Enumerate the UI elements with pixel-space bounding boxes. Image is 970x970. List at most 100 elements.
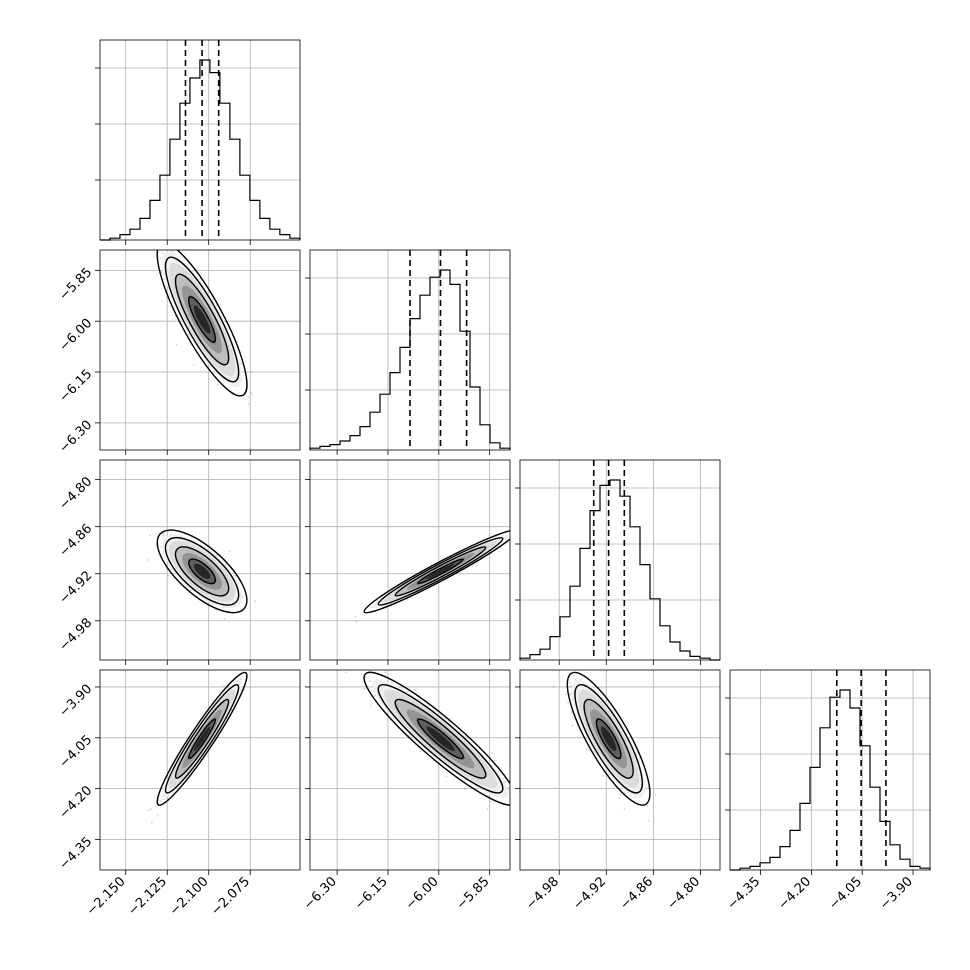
tick-labels: −2.150−2.125−2.100−2.075 −6.30 −6.15 −6.00−… [57,265,916,919]
panel-frame [309,459,511,661]
contour-line [574,684,643,794]
scatter-point [167,531,170,533]
scatter-point [160,546,163,549]
contour-line [156,671,248,806]
panel-content [147,529,257,620]
scatter-point [241,595,244,598]
panel-frame [309,669,511,871]
x-tick-label: −4.20 [775,874,814,913]
scatter-point [374,694,376,697]
contour-line [164,537,240,606]
scatter-point [160,244,162,246]
scatter-point [493,759,496,762]
scatter-point [521,524,523,526]
scatter-panel-2-4 [305,668,515,875]
scatter-point [602,774,604,777]
scatter-point [572,675,575,678]
scatter-panel-1-3 [95,459,301,665]
scatter-point [580,678,583,681]
x-tick-label: −4.86 [617,874,656,913]
contour-line [174,273,230,366]
contour-line [363,529,510,614]
scatter-point [354,615,357,618]
scatter-point [171,250,173,253]
y-tick-label: −4.86 [57,521,96,560]
x-tick-label: −4.92 [570,874,609,913]
scatter-point [251,371,253,373]
scatter-point [510,532,512,534]
histogram-step [100,59,301,241]
scatter-point [150,821,153,824]
x-tick-label: −5.85 [454,874,493,913]
scatter-point [647,819,650,822]
y-tick-label: −4.98 [57,615,96,654]
contour-line [566,671,651,806]
scatter-point [450,717,452,720]
histogram-step [730,689,931,871]
scatter-point [629,794,631,797]
contour-line [363,671,510,806]
panel-content [156,244,253,405]
panel-grid [520,460,720,660]
scatter-point [251,392,253,395]
y-tick-label: −3.90 [57,682,96,721]
x-tick-label: −4.80 [664,874,703,913]
scatter-point [240,678,243,681]
y-tick-label: −4.92 [57,568,96,607]
x-tick-label: −3.90 [877,874,916,913]
scatter-point [362,668,364,670]
scatter-point [162,534,165,537]
density-level [193,726,211,752]
panel-content [552,671,657,822]
x-tick-label: −6.30 [301,874,340,913]
panel-frame [519,459,721,661]
contour-line [417,718,464,760]
scatter-point [483,792,486,795]
scatter-point [216,383,219,386]
x-tick-label: −4.35 [725,874,764,913]
contour-line [164,684,240,794]
contour-line [583,698,634,779]
scatter-point [252,666,254,668]
scatter-point [363,688,366,690]
contour-line [394,546,487,597]
scatter-point [414,688,417,691]
density-level [193,563,211,580]
scatter-panel-1-4 [95,666,301,875]
scatter-point [552,685,555,688]
scatter-point [619,792,622,795]
y-tick-label: −6.30 [57,418,96,457]
contour-line [377,684,504,794]
contour-line [188,558,217,585]
scatter-point [588,749,590,752]
scatter-point [513,802,515,804]
scatter-point [150,808,152,811]
scatter-point [504,781,507,784]
scatter-point [254,600,257,602]
scatter-point [565,693,568,696]
scatter-point [623,808,626,810]
scatter-point [240,362,243,365]
scatter-point [570,692,572,695]
histogram-panel-3 [515,459,721,665]
scatter-point [390,681,393,684]
scatter-point [161,252,164,255]
scatter-point [167,574,170,577]
contour-line [188,296,217,343]
contour-line [174,698,230,779]
panel-content [345,668,515,810]
scatter-point [163,278,166,280]
panel-grid [310,460,510,660]
contour-line [417,558,464,585]
scatter-point [156,813,159,816]
histogram-panel-4 [725,669,931,875]
scatter-panel-3-4 [515,669,721,875]
contour-line [595,718,622,760]
contour-line [377,537,504,606]
scatter-point [345,671,347,674]
panel-grid [100,670,300,870]
scatter-point [162,798,165,801]
density-level [426,726,455,752]
scatter-point [247,402,250,405]
scatter-point [464,787,467,790]
